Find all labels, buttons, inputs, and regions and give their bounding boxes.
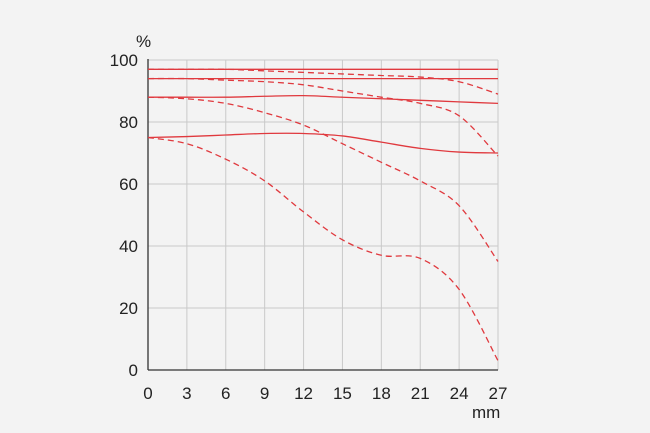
y-axis-unit-label: %: [136, 32, 151, 51]
series-lines: [147, 68, 499, 362]
axes: [147, 59, 498, 371]
x-tick-label: 0: [143, 384, 152, 403]
x-tick-label: 6: [221, 384, 230, 403]
grid: [148, 59, 499, 370]
x-tick-label: 3: [182, 384, 191, 403]
y-tick-label: 40: [119, 237, 138, 256]
x-axis-unit-label: mm: [472, 403, 500, 422]
y-tick-label: 100: [110, 51, 138, 70]
series-line-2-dashed: [148, 68, 499, 95]
y-tick-label: 20: [119, 299, 138, 318]
series-line-8-dashed: [147, 136, 499, 362]
y-tick-label: 0: [129, 361, 138, 380]
x-tick-label: 27: [489, 384, 508, 403]
series-line-6-dashed: [147, 96, 499, 262]
x-tick-label: 12: [294, 384, 313, 403]
y-tick-label: 80: [119, 113, 138, 132]
y-tick-label: 60: [119, 175, 138, 194]
x-tick-label: 9: [260, 384, 269, 403]
x-tick-label: 21: [411, 384, 430, 403]
x-tick-label: 24: [450, 384, 469, 403]
x-tick-label: 18: [372, 384, 391, 403]
series-line-5-solid: [147, 94, 499, 105]
series-line-4-dashed: [147, 77, 499, 157]
series-line-7-solid: [147, 132, 499, 154]
x-tick-label: 15: [333, 384, 352, 403]
tick-labels: 0 20 40 60 80 100 0 3 6 9 12 15 18 21 24 27: [110, 51, 508, 403]
